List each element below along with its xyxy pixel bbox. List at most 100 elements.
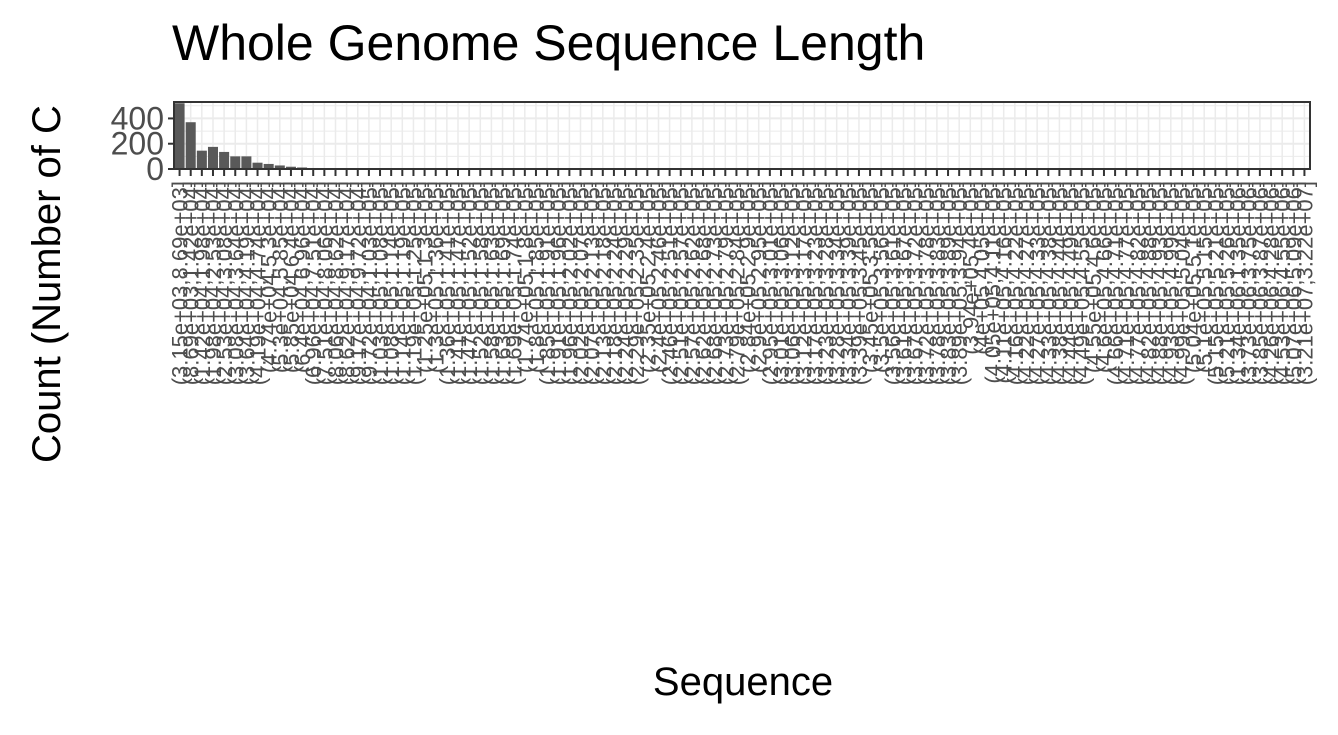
x-tick-label: (8.69e+03,1.42e+04] xyxy=(179,181,204,385)
bar xyxy=(252,162,263,169)
x-tick-label: (3.01e+05,3.06e+05] xyxy=(769,181,794,385)
bar xyxy=(196,150,207,169)
x-tick-label: (2.53e+04,3.08e+04] xyxy=(212,181,237,385)
x-tick-label: (3.94e+05,4e+05] xyxy=(958,181,983,355)
x-tick-label: (2.07e+05,2.13e+05] xyxy=(580,181,605,385)
bar xyxy=(174,103,185,169)
x-tick-label: (3.73e+06,3.75e+06] xyxy=(1237,181,1262,385)
x-tick-label: (1.25e+05,1.3e+05] xyxy=(413,181,438,373)
x-tick-label: (4.26e+06,4.28e+06] xyxy=(1259,181,1284,385)
x-tick-label: (3.23e+05,3.28e+05] xyxy=(814,181,839,385)
plot-panel xyxy=(174,102,1310,169)
x-tick-label: (1.74e+05,1.8e+05] xyxy=(513,181,538,373)
x-tick-label: (5.3e+04,5.85e+04] xyxy=(268,181,293,373)
x-tick-label: (6.4e+04,6.96e+04] xyxy=(290,181,315,373)
x-tick-label: (2.4e+05,2.46e+05] xyxy=(646,181,671,373)
bar xyxy=(219,151,230,169)
x-tick-label: (4.53e+06,4.55e+06] xyxy=(1270,181,1295,385)
x-tick-label: (4.16e+05,4.22e+05] xyxy=(1003,181,1028,385)
x-tick-label: (2.62e+05,2.68e+05] xyxy=(691,181,716,385)
bar xyxy=(274,165,285,169)
x-tick-label: (2.02e+05,2.07e+05] xyxy=(569,181,594,385)
bar xyxy=(230,156,241,169)
x-tick-label: (5.1e+05,5.15e+05] xyxy=(1192,181,1217,373)
x-tick-label: (2.95e+05,3.01e+05] xyxy=(758,181,783,385)
x-tick-label: (2.18e+05,2.24e+05] xyxy=(602,181,627,385)
x-tick-label: (4.44e+05,4.49e+05] xyxy=(1059,181,1084,385)
x-tick-label: (4.49e+05,4.55e+05] xyxy=(1070,181,1095,385)
x-tick-label: (1.3e+05,1.36e+05] xyxy=(424,181,449,373)
x-tick-label: (1.47e+05,1.52e+05] xyxy=(457,181,482,385)
x-tick-label: (3.83e+05,3.89e+05] xyxy=(936,181,961,385)
x-tick-label: (1.19e+05,1.25e+05] xyxy=(401,181,426,385)
x-tick-label: (3.12e+05,3.17e+05] xyxy=(791,181,816,385)
x-tick-label: (3.85e+06,3.87e+06] xyxy=(1248,181,1273,385)
x-tick-label: (4.99e+05,5.04e+05] xyxy=(1170,181,1195,385)
x-tick-label: (2.51e+05,2.57e+05] xyxy=(669,181,694,385)
x-tick-label: (9.17e+04,9.72e+04] xyxy=(346,181,371,385)
x-tick-label: (1.36e+05,1.41e+05] xyxy=(435,181,460,385)
x-tick-label: (2.9e+05,2.95e+05] xyxy=(747,181,772,373)
x-tick-label: (4.77e+05,4.82e+05] xyxy=(1125,181,1150,385)
x-tick-label: (5.85e+04,6.4e+04] xyxy=(279,181,304,373)
x-tick-label: (1.41e+05,1.47e+05] xyxy=(446,181,471,385)
x-tick-label: (5.21e+05,5.26e+05] xyxy=(1214,181,1239,385)
y-tick-label: 400 xyxy=(111,100,164,136)
bar xyxy=(285,166,296,169)
x-tick-label: (1.85e+05,1.91e+05] xyxy=(535,181,560,385)
x-tick-label: (3.89e+05,3.94e+05] xyxy=(947,181,972,385)
x-tick-label: (2.24e+05,2.29e+05] xyxy=(613,181,638,385)
x-tick-label: (1.58e+05,1.63e+05] xyxy=(479,181,504,385)
x-tick-label: (3.06e+05,3.12e+05] xyxy=(780,181,805,385)
x-tick-label: (3.39e+05,3.45e+05] xyxy=(847,181,872,385)
x-tick-label: (7.51e+04,8.06e+04] xyxy=(312,181,337,385)
x-tick-label: (3.61e+05,3.67e+05] xyxy=(891,181,916,385)
x-tick-label: (2.35e+05,2.4e+05] xyxy=(635,181,660,373)
x-tick-label: (4.19e+04,4.74e+04] xyxy=(246,181,271,385)
bar xyxy=(185,122,196,169)
x-tick-label: (1.03e+05,1.08e+05] xyxy=(368,181,393,385)
x-tick-label: (5.04e+05,5.1e+05] xyxy=(1181,181,1206,373)
x-tick-label: (2.29e+05,2.35e+05] xyxy=(624,181,649,385)
y-tick-label: 200 xyxy=(111,126,164,162)
x-tick-label: (3.56e+05,3.61e+05] xyxy=(880,181,905,385)
x-tick-label: (4e+05,4.05e+05] xyxy=(969,181,994,355)
x-tick-label: (5.07e+06,5.09e+06] xyxy=(1281,181,1306,385)
y-tick-label: 0 xyxy=(146,151,164,187)
bar xyxy=(241,156,252,169)
x-tick-label: (5.15e+05,5.21e+05] xyxy=(1203,181,1228,385)
plot-border xyxy=(173,101,1311,170)
x-tick-label: (4.66e+05,4.71e+05] xyxy=(1103,181,1128,385)
x-tick-label: (3.72e+05,3.78e+05] xyxy=(914,181,939,385)
x-tick-label: (3.34e+05,3.39e+05] xyxy=(836,181,861,385)
x-tick-label: (2.84e+05,2.9e+05] xyxy=(736,181,761,373)
bar xyxy=(263,163,274,169)
x-tick-label: (4.74e+04,5.3e+04] xyxy=(257,181,282,373)
x-tick-label: (2.46e+05,2.51e+05] xyxy=(658,181,683,385)
x-tick-label: (9.72e+04,1.03e+05] xyxy=(357,181,382,385)
x-tick-label: (1.34e+06,1.35e+06] xyxy=(1226,181,1251,385)
x-tick-label: (6.96e+04,7.51e+04] xyxy=(301,181,326,385)
x-tick-label: (2.68e+05,2.73e+05] xyxy=(702,181,727,385)
x-tick-label: (3.64e+04,4.19e+04] xyxy=(234,181,259,385)
x-tick-label: (1.52e+05,1.58e+05] xyxy=(468,181,493,385)
x-tick-label: (4.55e+05,4.6e+05] xyxy=(1081,181,1106,373)
x-tick-label: (1.96e+05,2.02e+05] xyxy=(557,181,582,385)
x-tick-label: (4.05e+05,4.11e+05] xyxy=(981,181,1006,384)
x-tick-label: (3.15e+03,8.69e+03] xyxy=(168,181,193,385)
x-tick-label: (8.62e+04,9.17e+04] xyxy=(335,181,360,385)
x-tick-label: (1.08e+05,1.14e+05] xyxy=(379,181,404,385)
x-tick-label: (3.78e+05,3.83e+05] xyxy=(925,181,950,385)
bar xyxy=(207,146,218,169)
x-tick-label: (3.08e+04,3.64e+04] xyxy=(223,181,248,385)
x-tick-label: (2.73e+05,2.79e+05] xyxy=(713,181,738,385)
x-tick-label: (4.71e+05,4.77e+05] xyxy=(1114,181,1139,385)
x-tick-label: (1.14e+05,1.19e+05] xyxy=(390,181,415,385)
x-tick-label: (1.63e+05,1.69e+05] xyxy=(491,181,516,385)
x-axis-label: Sequence xyxy=(652,660,834,704)
x-tick-label: (1.98e+04,2.53e+04] xyxy=(201,181,226,385)
x-tick-label: (2.79e+05,2.84e+05] xyxy=(724,181,749,385)
x-tick-label: (8.06e+04,8.62e+04] xyxy=(323,181,348,385)
x-tick-label: (3.28e+05,3.34e+05] xyxy=(825,181,850,385)
